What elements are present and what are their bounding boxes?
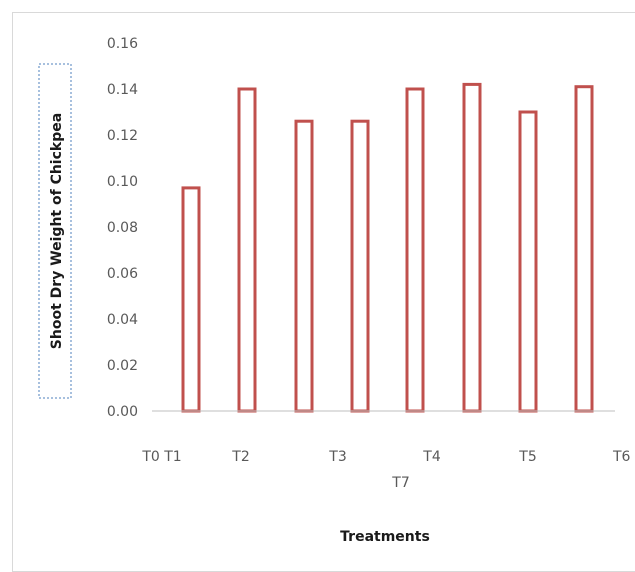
x-tick-label: T5 bbox=[518, 449, 536, 465]
bar bbox=[352, 121, 368, 411]
x-tick-label: T7 bbox=[391, 475, 409, 491]
bar bbox=[239, 89, 255, 411]
bar bbox=[407, 89, 423, 411]
bar bbox=[576, 87, 592, 411]
y-tick-label: 0.12 bbox=[107, 128, 138, 144]
y-tick-label: 0.08 bbox=[107, 220, 138, 236]
y-tick-label: 0.00 bbox=[107, 404, 138, 420]
x-tick-label: T0 T1 bbox=[141, 449, 181, 465]
y-tick-label: 0.16 bbox=[107, 36, 138, 52]
y-tick-label: 0.10 bbox=[107, 174, 138, 190]
x-axis-ticks: T0 T1 T2 T3 T4 T5 T6 T7 bbox=[141, 449, 630, 491]
x-tick-label: T6 bbox=[612, 449, 631, 465]
bars bbox=[183, 84, 592, 411]
bar bbox=[464, 84, 480, 411]
x-axis-title: Treatments bbox=[340, 529, 430, 545]
y-tick-label: 0.14 bbox=[107, 82, 138, 98]
x-tick-label: T2 bbox=[231, 449, 249, 465]
y-tick-label: 0.02 bbox=[107, 358, 138, 374]
y-tick-label: 0.04 bbox=[107, 312, 138, 328]
bar-chart: 0.00 0.02 0.04 0.06 0.08 0.10 0.12 0.14 0.16 T0 … bbox=[0, 0, 635, 548]
x-tick-label: T3 bbox=[328, 449, 346, 465]
bar bbox=[520, 112, 536, 411]
y-axis-ticks: 0.00 0.02 0.04 0.06 0.08 0.10 0.12 0.14 0.16 bbox=[107, 36, 138, 420]
y-axis-title: Shoot Dry Weight of Chickpea bbox=[49, 113, 65, 349]
bar bbox=[183, 188, 199, 411]
x-tick-label: T4 bbox=[422, 449, 441, 465]
bar bbox=[296, 121, 312, 411]
y-tick-label: 0.06 bbox=[107, 266, 138, 282]
